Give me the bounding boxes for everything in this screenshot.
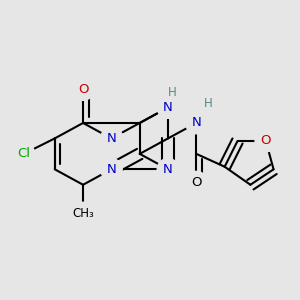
Text: N: N: [163, 101, 173, 114]
Circle shape: [255, 130, 277, 152]
Text: H: H: [167, 85, 176, 99]
Circle shape: [185, 112, 207, 134]
Circle shape: [185, 171, 207, 193]
Text: N: N: [191, 116, 201, 130]
Circle shape: [100, 158, 122, 180]
Text: N: N: [106, 163, 116, 176]
Circle shape: [157, 97, 179, 118]
Circle shape: [13, 143, 35, 165]
Text: O: O: [191, 176, 202, 189]
Circle shape: [72, 79, 94, 100]
Text: H: H: [203, 97, 212, 110]
Text: N: N: [163, 163, 173, 176]
Circle shape: [100, 128, 122, 149]
Text: N: N: [106, 132, 116, 145]
Text: CH₃: CH₃: [72, 207, 94, 220]
Text: Cl: Cl: [17, 147, 30, 161]
Text: O: O: [78, 83, 88, 96]
Circle shape: [72, 202, 94, 224]
Circle shape: [157, 158, 179, 180]
Text: O: O: [261, 134, 271, 148]
